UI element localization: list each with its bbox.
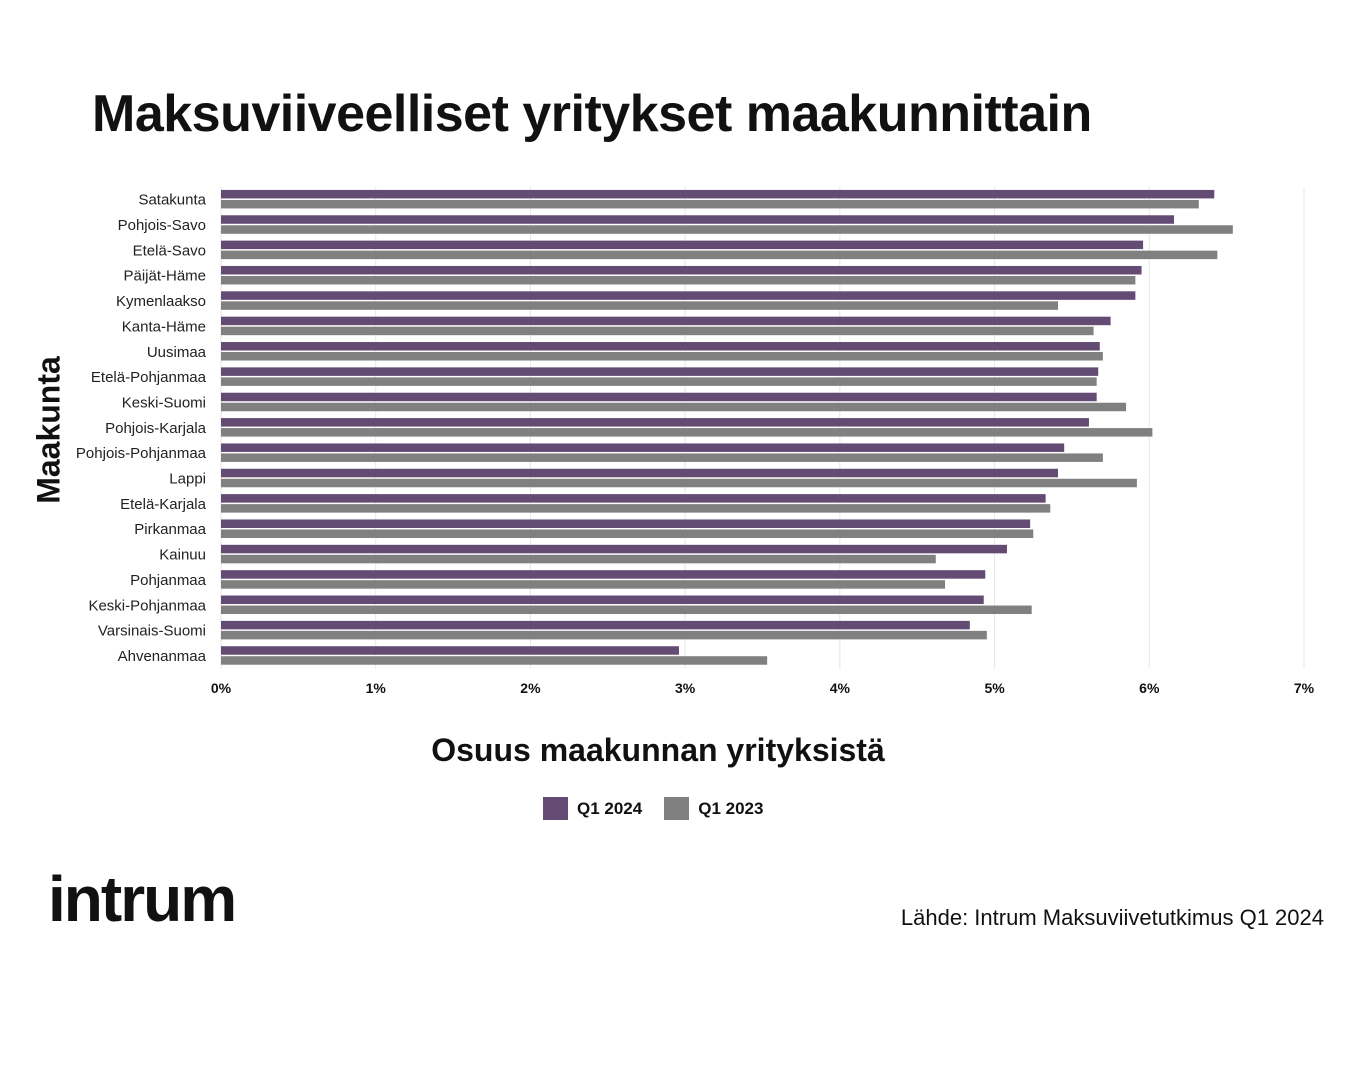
- bar-q1-2023-ahvenanmaa: [221, 656, 768, 665]
- bar-q1-2024-etela-pohjanmaa: [221, 367, 1099, 376]
- bar-q1-2024-pohjois-savo: [221, 215, 1175, 224]
- bar-q1-2023-lappi: [221, 478, 1137, 488]
- bar-q1-2024-keski-suomi: [221, 392, 1097, 402]
- bar-q1-2024-pohjanmaa: [221, 570, 986, 579]
- bar-q1-2023-pohjois-pohjanmaa: [221, 453, 1103, 462]
- x-tick-label: 2%: [520, 680, 541, 696]
- bars: [221, 189, 1233, 665]
- bar-q1-2024-lappi: [221, 468, 1059, 478]
- legend-label-q1-2023: Q1 2023: [698, 798, 764, 818]
- bar-q1-2023-pohjois-karjala: [221, 428, 1153, 437]
- x-tick-label: 1%: [366, 680, 387, 696]
- bar-q1-2024-paijat-hame: [221, 265, 1142, 275]
- bar-q1-2023-keski-pohjanmaa: [221, 605, 1032, 615]
- category-label-keski-pohjanmaa: Keski-Pohjanmaa: [88, 597, 206, 614]
- bar-q1-2023-varsinais-suomi: [221, 630, 987, 640]
- bar-q1-2024-pirkanmaa: [221, 519, 1031, 528]
- category-label-pohjois-pohjanmaa: Pohjois-Pohjanmaa: [76, 445, 207, 462]
- x-tick-labels: 0% 1% 2% 3% 4% 5% 6% 7%: [211, 680, 1315, 696]
- category-label-ahvenanmaa: Ahvenanmaa: [118, 648, 207, 665]
- legend-label-q1-2024: Q1 2024: [577, 798, 643, 818]
- category-label-kanta-hame: Kanta-Häme: [122, 318, 206, 335]
- bar-q1-2024-keski-pohjanmaa: [221, 595, 984, 605]
- category-label-kainuu: Kainuu: [159, 547, 206, 564]
- bar-q1-2023-satakunta: [221, 199, 1199, 209]
- bar-q1-2024-etela-karjala: [221, 494, 1046, 503]
- bar-q1-2024-kymenlaakso: [221, 291, 1136, 300]
- bar-q1-2023-etela-pohjanmaa: [221, 377, 1097, 386]
- legend-swatch-q1-2024: [543, 797, 568, 820]
- bar-q1-2024-varsinais-suomi: [221, 620, 970, 630]
- bar-q1-2024-satakunta: [221, 189, 1215, 199]
- category-label-pohjanmaa: Pohjanmaa: [130, 572, 207, 589]
- source-note: Lähde: Intrum Maksuviivetutkimus Q1 2024: [900, 905, 1324, 930]
- bar-q1-2023-paijat-hame: [221, 275, 1136, 285]
- bar-q1-2024-pohjois-karjala: [221, 418, 1089, 427]
- bar-q1-2023-kymenlaakso: [221, 301, 1059, 310]
- category-label-etela-savo: Etelä-Savo: [133, 242, 206, 259]
- category-label-satakunta: Satakunta: [138, 192, 206, 209]
- category-label-lappi: Lappi: [169, 471, 206, 488]
- category-label-uusimaa: Uusimaa: [147, 344, 207, 361]
- legend-item-q1-2024: Q1 2024: [543, 797, 642, 820]
- legend-item-q1-2023: Q1 2023: [664, 797, 763, 820]
- bar-q1-2024-ahvenanmaa: [221, 646, 679, 655]
- x-tick-label: 3%: [675, 680, 696, 696]
- bar-q1-2024-kanta-hame: [221, 316, 1111, 326]
- bar-q1-2023-uusimaa: [221, 352, 1103, 361]
- bar-q1-2024-uusimaa: [221, 342, 1100, 351]
- legend: Q1 2024 Q1 2023: [543, 797, 763, 820]
- chart-title: Maksuviiveelliset yritykset maakunnittai…: [92, 85, 1092, 143]
- bar-q1-2023-kainuu: [221, 554, 936, 564]
- category-label-etela-pohjanmaa: Etelä-Pohjanmaa: [91, 369, 207, 386]
- category-label-pohjois-savo: Pohjois-Savo: [118, 217, 206, 234]
- x-tick-label: 4%: [830, 680, 851, 696]
- category-label-etela-karjala: Etelä-Karjala: [120, 496, 207, 513]
- bar-q1-2023-etela-savo: [221, 250, 1218, 260]
- category-label-kymenlaakso: Kymenlaakso: [116, 293, 206, 310]
- x-tick-label: 7%: [1294, 680, 1315, 696]
- bar-q1-2023-pirkanmaa: [221, 529, 1034, 538]
- bar-q1-2024-pohjois-pohjanmaa: [221, 443, 1065, 452]
- bar-chart: Satakunta Pohjois-Savo Etelä-Savo Päijät-Hä…: [76, 187, 1315, 696]
- intrum-logo: intrum: [48, 863, 237, 935]
- category-label-pirkanmaa: Pirkanmaa: [134, 521, 206, 538]
- category-label-pohjois-karjala: Pohjois-Karjala: [105, 420, 207, 437]
- category-label-keski-suomi: Keski-Suomi: [122, 394, 206, 411]
- bar-q1-2023-etela-karjala: [221, 504, 1051, 513]
- bar-q1-2024-etela-savo: [221, 240, 1144, 250]
- bar-q1-2024-kainuu: [221, 544, 1007, 554]
- bar-q1-2023-keski-suomi: [221, 402, 1127, 412]
- legend-swatch-q1-2023: [664, 797, 690, 820]
- category-label-varsinais-suomi: Varsinais-Suomi: [98, 623, 206, 640]
- x-tick-label: 5%: [984, 680, 1005, 696]
- category-labels: Satakunta Pohjois-Savo Etelä-Savo Päijät-Hä…: [76, 192, 207, 665]
- x-axis-title: Osuus maakunnan yrityksistä: [431, 732, 885, 768]
- bar-q1-2023-pohjois-savo: [221, 225, 1233, 234]
- category-label-paijat-hame: Päijät-Häme: [123, 268, 206, 285]
- bar-q1-2023-pohjanmaa: [221, 580, 946, 589]
- x-tick-label: 0%: [211, 680, 232, 696]
- bar-q1-2023-kanta-hame: [221, 326, 1094, 336]
- x-tick-label: 6%: [1139, 680, 1160, 696]
